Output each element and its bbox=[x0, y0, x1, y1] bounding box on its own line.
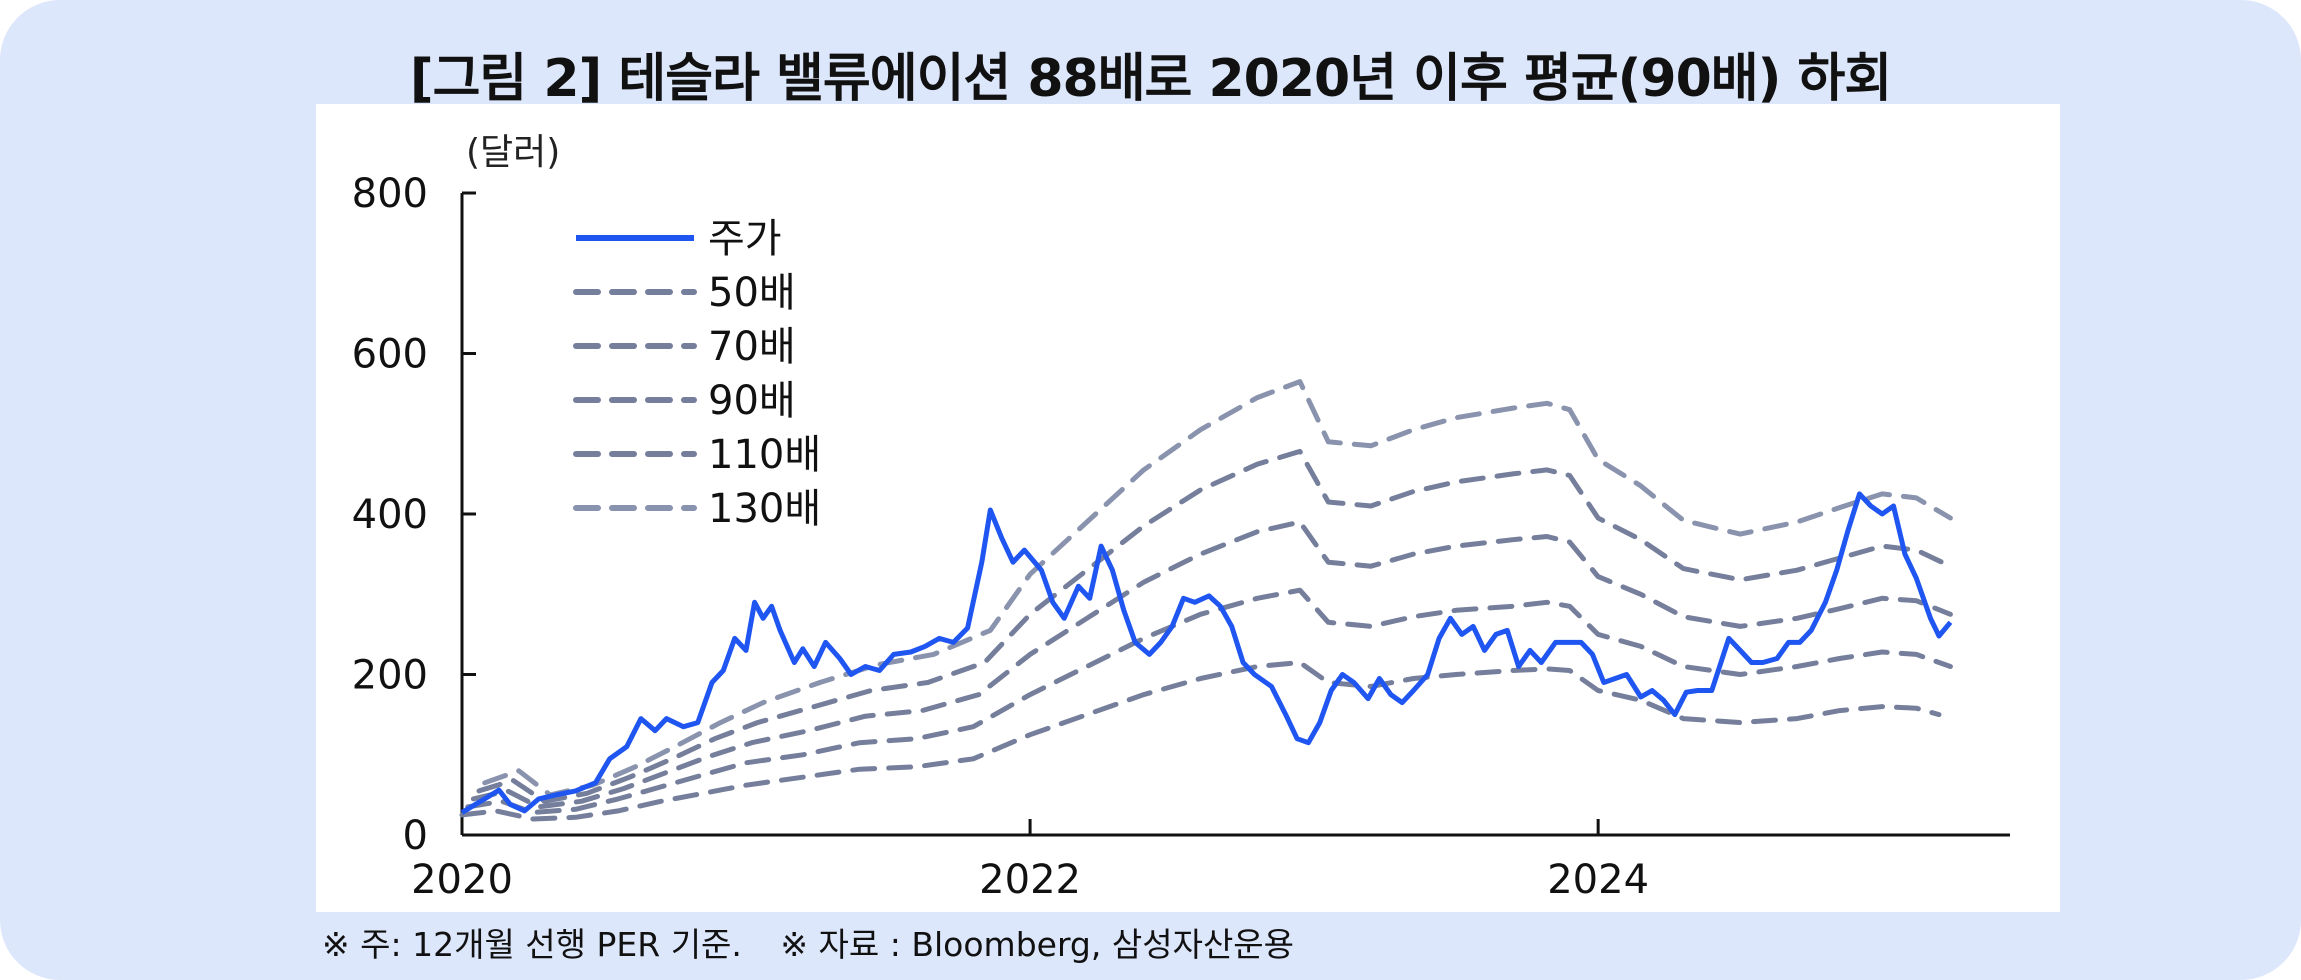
chart-axes: (달러) 0 200 400 600 800 2020 2022 2024 bbox=[352, 132, 2010, 903]
y-unit-label: (달러) bbox=[466, 132, 560, 173]
series-line-5 bbox=[476, 448, 1953, 804]
legend-label-2: 50배 bbox=[708, 270, 796, 316]
chart-legend: 주가 50배 70배 90배 110배 130배 bbox=[573, 216, 821, 532]
footnote-text: ※ 주: 12개월 선행 PER 기준. bbox=[322, 925, 742, 964]
series-line-3 bbox=[465, 587, 1953, 815]
series-line-2 bbox=[459, 660, 1942, 822]
legend-label-6: 130배 bbox=[708, 486, 821, 532]
y-tick-label: 400 bbox=[352, 492, 428, 538]
chart-panel: (달러) 0 200 400 600 800 2020 2022 2024 주가 50배 70배 90… bbox=[316, 104, 2060, 912]
source-text: ※ 자료 : Bloomberg, 삼성자산운용 bbox=[780, 925, 1295, 964]
series-line-4 bbox=[470, 519, 1953, 810]
y-tick-label: 0 bbox=[403, 813, 428, 859]
y-tick-label: 800 bbox=[352, 171, 428, 217]
line-chart: (달러) 0 200 400 600 800 2020 2022 2024 주가 50배 70배 90… bbox=[352, 132, 2010, 903]
legend-label-3: 70배 bbox=[708, 324, 796, 370]
x-tick-label: 2024 bbox=[1547, 857, 1649, 903]
chart-series-lines bbox=[459, 379, 1953, 822]
legend-label-4: 90배 bbox=[708, 378, 796, 424]
series-line-1 bbox=[460, 491, 1953, 815]
x-tick-label: 2022 bbox=[979, 857, 1081, 903]
y-tick-label: 600 bbox=[352, 332, 428, 378]
legend-label-5: 110배 bbox=[708, 432, 821, 478]
series-line-6 bbox=[482, 379, 1953, 798]
footnote-line: ※ 주: 12개월 선행 PER 기준. ※ 자료 : Bloomberg, 삼… bbox=[322, 918, 1322, 966]
x-tick-label: 2020 bbox=[411, 857, 513, 903]
y-tick-label: 200 bbox=[352, 653, 428, 699]
figure-title: [그림 2] 테슬라 밸류에이션 88배로 2020년 이후 평균(90배) 하… bbox=[409, 49, 1892, 109]
legend-label-1: 주가 bbox=[708, 216, 782, 262]
